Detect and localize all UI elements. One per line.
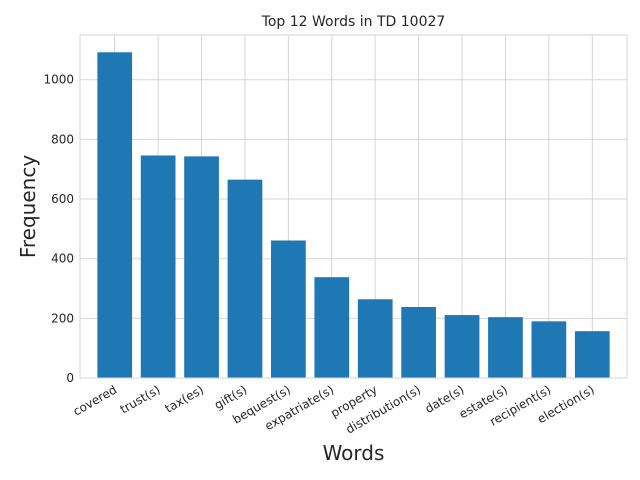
x-tick-label: trust(s) [118, 382, 163, 416]
y-tick-labels: 0 200 400 600 800 1000 [43, 73, 74, 385]
bar-9 [488, 317, 523, 378]
bar-6 [357, 299, 393, 378]
x-axis-label: Words [323, 441, 385, 465]
bar-1 [140, 155, 176, 378]
y-tick-label: 0 [66, 371, 74, 385]
bars [97, 52, 610, 378]
bar-2 [184, 156, 219, 378]
y-tick-label: 200 [51, 311, 74, 325]
x-tick-label: tax(es) [163, 382, 207, 415]
bar-3 [227, 179, 263, 378]
x-tick-label: covered [71, 382, 120, 418]
y-tick-label: 1000 [43, 73, 74, 87]
bar-0 [97, 52, 133, 378]
bar-8 [444, 315, 480, 378]
bar-5 [314, 277, 350, 378]
y-tick-label: 400 [51, 252, 74, 266]
y-axis-label: Frequency [16, 155, 40, 258]
bar-4 [271, 240, 306, 378]
bar-10 [531, 321, 567, 378]
y-tick-label: 600 [51, 192, 74, 206]
plot-frame [79, 34, 628, 379]
bar-11 [574, 331, 610, 378]
chart-title: Top 12 Words in TD 10027 [261, 14, 446, 30]
bar-7 [401, 307, 436, 378]
x-tick-label: distribution(s) [343, 382, 423, 436]
y-tick-label: 800 [51, 132, 74, 146]
